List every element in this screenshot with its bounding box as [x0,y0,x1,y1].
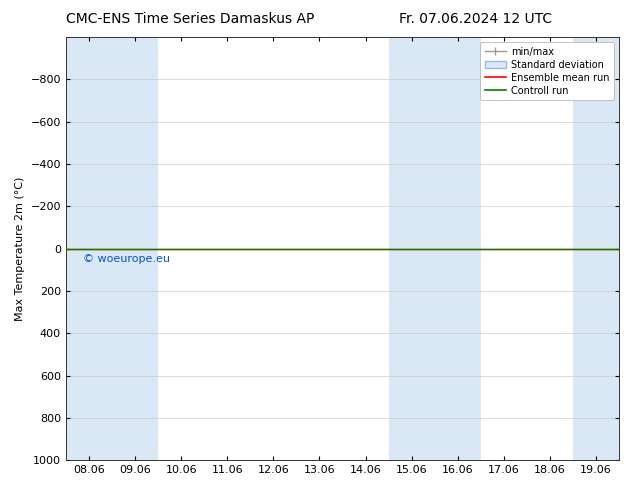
Text: CMC-ENS Time Series Damaskus AP: CMC-ENS Time Series Damaskus AP [66,12,314,26]
Y-axis label: Max Temperature 2m (°C): Max Temperature 2m (°C) [15,176,25,321]
Bar [573,37,619,460]
Bar [389,37,481,460]
Text: Fr. 07.06.2024 12 UTC: Fr. 07.06.2024 12 UTC [399,12,552,26]
Legend: min/max, Standard deviation, Ensemble mean run, Controll run: min/max, Standard deviation, Ensemble me… [480,42,614,100]
Text: © woeurope.eu: © woeurope.eu [82,254,169,264]
Bar [66,37,158,460]
